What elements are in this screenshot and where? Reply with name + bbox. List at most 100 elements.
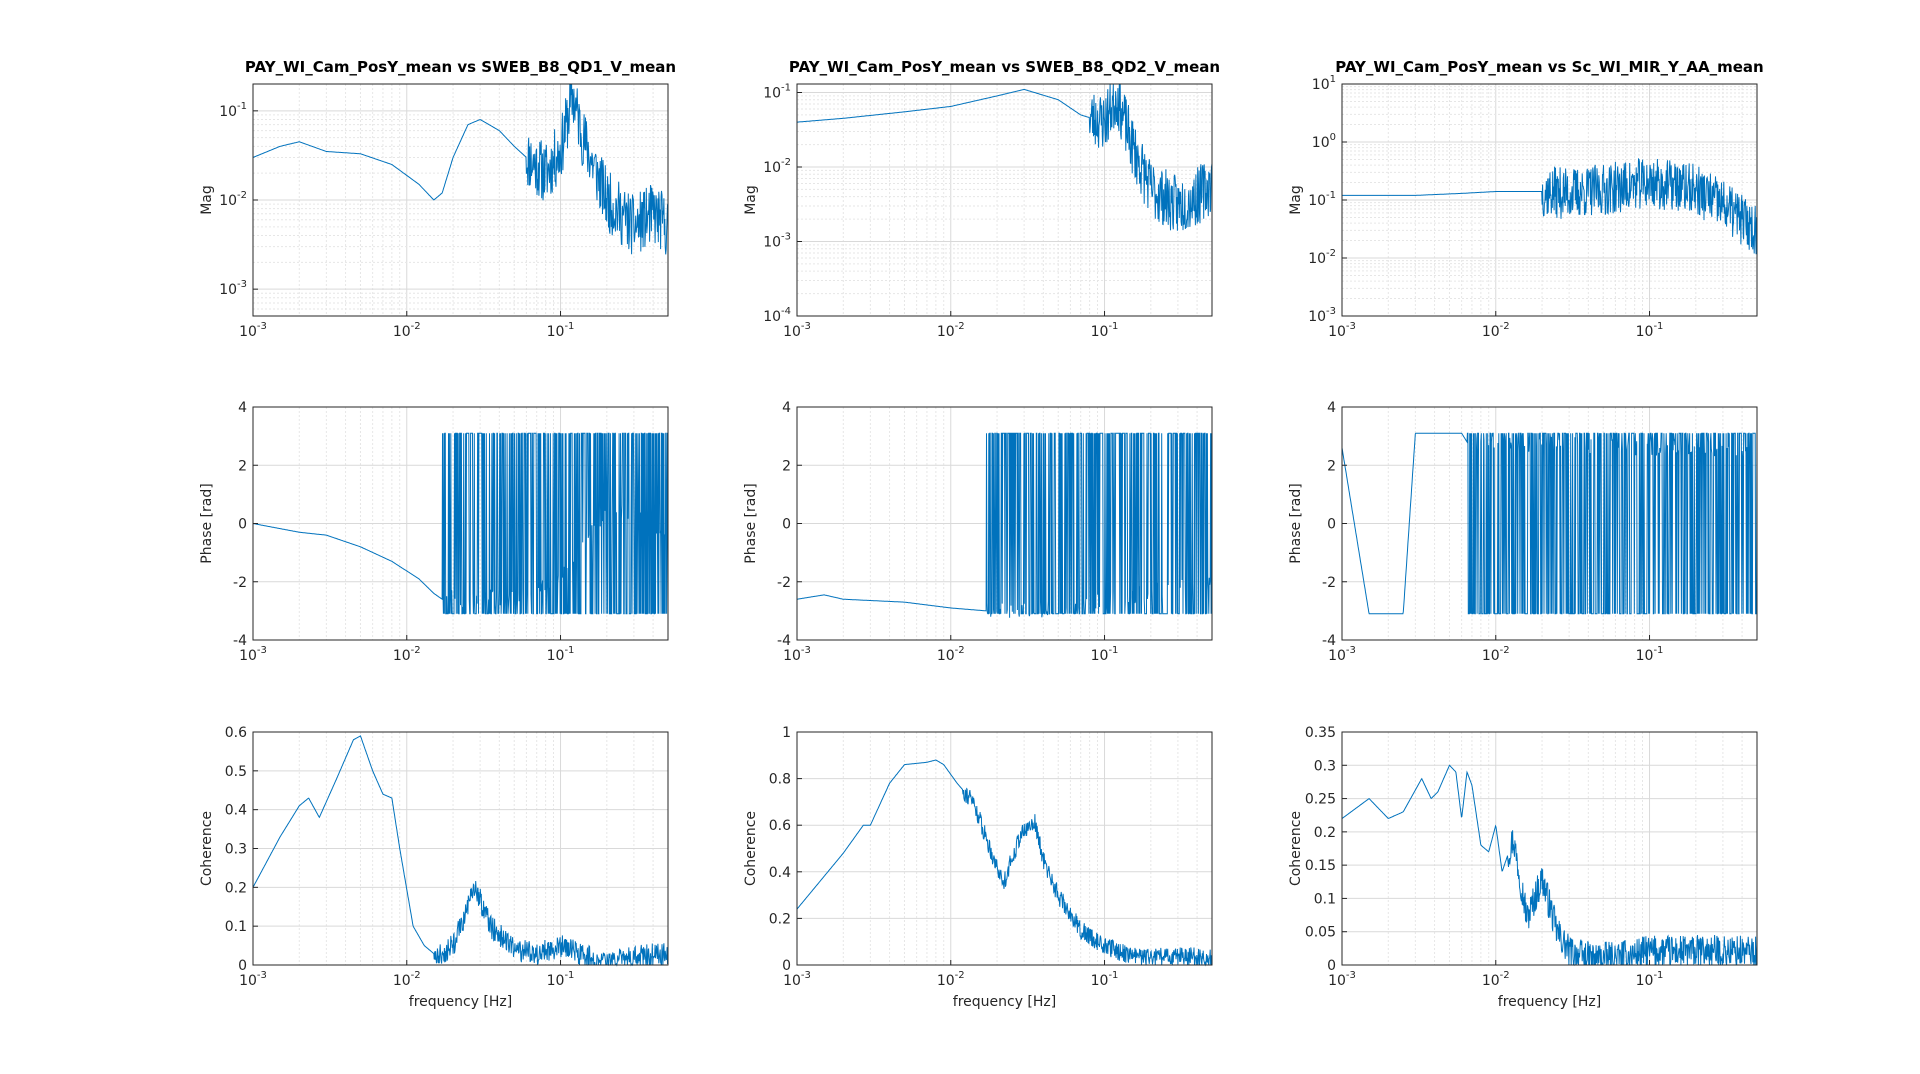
axes-box (1341, 731, 1758, 966)
y-tick-label: 0.25 (1305, 792, 1336, 808)
x-tick-label: 10-2 (1482, 321, 1510, 340)
y-tick-label: 0.2 (1314, 825, 1336, 841)
y-axis-label: Phase [rad] (1288, 483, 1304, 563)
y-tick-label: 1 (782, 725, 791, 741)
y-axis-label: Coherence (199, 811, 215, 886)
subplot-title: PAY_WI_Cam_PosY_mean vs SWEB_B8_QD2_V_me… (789, 58, 1220, 76)
x-tick-label: 10-3 (239, 970, 267, 989)
subplot-5: 10-3 10-2 10-1 -4 -2 0 2 4 Phase [rad] (743, 400, 1213, 664)
y-tick-label: 10-3 (219, 279, 247, 298)
y-tick-label: 2 (782, 458, 791, 474)
y-axis-label: Coherence (1288, 811, 1304, 886)
y-tick-label: 10-1 (763, 82, 791, 101)
y-tick-label: 10-4 (763, 306, 791, 325)
subplot-title: PAY_WI_Cam_PosY_mean vs SWEB_B8_QD1_V_me… (245, 58, 676, 76)
subplot-6: 10-3 10-2 10-1 -4 -2 0 2 4 Phase [rad] (1288, 400, 1758, 664)
x-tick-label: 10-1 (1091, 645, 1119, 664)
x-axis-label: frequency [Hz] (953, 994, 1056, 1010)
x-tick-label: 10-3 (783, 645, 811, 664)
x-tick-label: 10-1 (1091, 321, 1119, 340)
x-tick-label: 10-1 (1091, 970, 1119, 989)
subplot-2: 10-3 10-2 10-110-410-310-210-1PAY_WI_Cam_P… (743, 58, 1220, 340)
y-tick-label: 0.3 (225, 842, 247, 858)
y-tick-label: 10-3 (1308, 306, 1336, 325)
y-axis-label: Phase [rad] (199, 483, 215, 563)
y-tick-label: -2 (233, 575, 247, 591)
y-axis-label: Phase [rad] (743, 483, 759, 563)
x-tick-label: 10-2 (1482, 645, 1510, 664)
x-tick-label: 10-3 (783, 970, 811, 989)
x-tick-label: 10-3 (239, 321, 267, 340)
y-tick-label: 101 (1312, 74, 1336, 93)
series-line (1341, 432, 1758, 615)
y-tick-label: 0.8 (769, 772, 791, 788)
series-line (796, 759, 1213, 967)
series-line (797, 83, 1213, 231)
subplot-4: 10-3 10-2 10-1 -4 -2 0 2 4 Phase [rad] (199, 400, 669, 664)
y-tick-label: 0.15 (1305, 858, 1336, 874)
y-tick-label: 0.6 (769, 818, 791, 834)
series-line (252, 432, 668, 615)
y-tick-label: 10-3 (763, 231, 791, 250)
y-tick-label: 4 (1327, 400, 1336, 416)
y-tick-label: 10-1 (219, 101, 247, 120)
series-line (1341, 764, 1758, 967)
subplot-8: 10-3 10-2 10-1 0 0.2 0.4 0.6 0.8 1 Coherence frequ… (743, 725, 1213, 1010)
x-tick-label: 10-1 (547, 321, 575, 340)
x-tick-label: 10-2 (393, 321, 421, 340)
x-tick-label: 10-1 (1636, 321, 1664, 340)
y-tick-label: 0.35 (1305, 725, 1336, 741)
axes-box (796, 83, 1213, 317)
x-tick-label: 10-1 (1636, 645, 1664, 664)
series-line (252, 735, 669, 967)
x-tick-label: 10-3 (239, 645, 267, 664)
plot-area (797, 732, 1212, 965)
series-line (797, 432, 1213, 618)
y-tick-label: 0 (238, 958, 247, 974)
y-tick-label: -2 (1322, 575, 1336, 591)
y-tick-label: 0.4 (225, 803, 247, 819)
y-tick-label: 0.3 (1314, 758, 1336, 774)
y-tick-label: 0 (238, 517, 247, 533)
y-tick-label: -4 (777, 633, 791, 649)
x-axis-label: frequency [Hz] (409, 994, 512, 1010)
grid (796, 84, 1213, 317)
y-tick-label: -2 (777, 575, 791, 591)
subplot-7: 10-3 10-2 10-1 0 0.1 0.2 0.3 0.4 0.5 0.6 Coherence… (199, 725, 669, 1010)
y-tick-label: 0.5 (225, 764, 247, 780)
y-axis-label: Coherence (743, 811, 759, 886)
y-axis-label: Mag (199, 185, 215, 215)
y-tick-label: -4 (1322, 633, 1336, 649)
y-tick-label: 0.2 (769, 911, 791, 927)
y-tick-label: 0.05 (1305, 925, 1336, 941)
y-tick-label: 10-2 (1308, 248, 1336, 267)
plot-area (797, 84, 1212, 316)
x-tick-label: 10-3 (1328, 970, 1356, 989)
series-line (252, 83, 669, 255)
y-tick-label: 0.4 (769, 865, 791, 881)
x-tick-label: 10-2 (1482, 970, 1510, 989)
x-tick-label: 10-3 (1328, 645, 1356, 664)
y-tick-label: 4 (782, 400, 791, 416)
y-axis-label: Mag (743, 185, 759, 215)
axes-box (796, 731, 1213, 966)
y-tick-label: 0.1 (1314, 891, 1336, 907)
x-tick-label: 10-2 (393, 970, 421, 989)
y-tick-label: 10-1 (1308, 190, 1336, 209)
y-tick-label: 0.2 (225, 880, 247, 896)
x-tick-label: 10-2 (937, 321, 965, 340)
y-tick-label: 0 (1327, 958, 1336, 974)
y-tick-label: 2 (238, 458, 247, 474)
y-tick-label: 0 (782, 517, 791, 533)
y-axis-label: Mag (1288, 185, 1304, 215)
y-tick-label: 10-2 (219, 190, 247, 209)
subplot-title: PAY_WI_Cam_PosY_mean vs Sc_WI_MIR_Y_AA_m… (1335, 58, 1763, 76)
x-tick-label: 10-2 (937, 970, 965, 989)
subplot-1: 10-3 10-2 10-1 10-3 10-2 10-1 PAY_WI_Cam_PosY_… (199, 58, 676, 340)
y-tick-label: 10-2 (763, 157, 791, 176)
y-tick-label: 0.1 (225, 919, 247, 935)
y-tick-label: -4 (233, 633, 247, 649)
y-tick-label: 0 (1327, 517, 1336, 533)
x-tick-label: 10-1 (547, 645, 575, 664)
